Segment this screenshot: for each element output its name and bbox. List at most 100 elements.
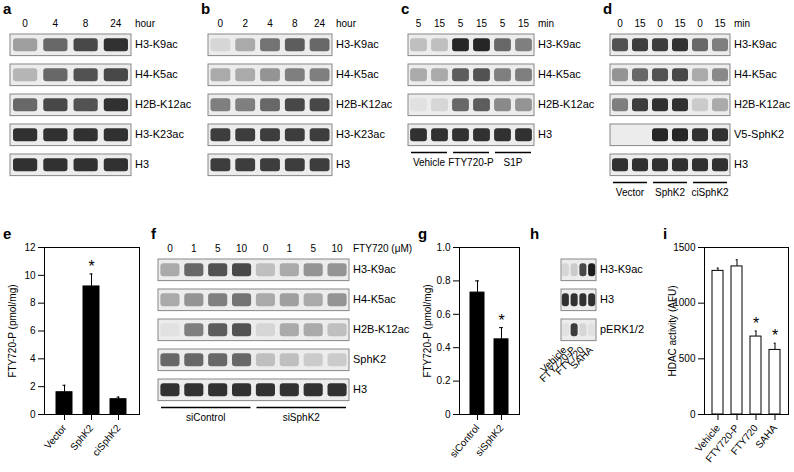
svg-text:0: 0 <box>690 409 696 420</box>
svg-text:0: 0 <box>657 18 663 29</box>
svg-text:V5-SphK2: V5-SphK2 <box>734 128 784 140</box>
svg-text:0: 0 <box>617 18 623 29</box>
svg-text:min: min <box>538 18 554 29</box>
svg-text:1.0: 1.0 <box>437 242 451 253</box>
svg-text:f: f <box>151 225 157 242</box>
svg-text:Vehicle: Vehicle <box>413 157 446 168</box>
svg-text:4: 4 <box>53 18 59 29</box>
svg-text:*: * <box>498 312 504 329</box>
svg-text:0: 0 <box>445 409 451 420</box>
svg-text:H3-K23ac: H3-K23ac <box>336 128 385 140</box>
svg-text:0: 0 <box>30 409 36 420</box>
svg-text:24: 24 <box>110 18 122 29</box>
svg-text:siSphK2: siSphK2 <box>283 412 321 423</box>
svg-text:hour: hour <box>336 18 357 29</box>
svg-text:ciSphK2: ciSphK2 <box>90 422 123 458</box>
svg-text:8: 8 <box>292 18 298 29</box>
svg-text:S1P: S1P <box>504 157 523 168</box>
svg-text:1: 1 <box>287 243 293 254</box>
svg-text:0: 0 <box>218 18 224 29</box>
svg-text:H3: H3 <box>336 158 350 170</box>
svg-text:*: * <box>88 258 94 275</box>
svg-text:500: 500 <box>679 353 696 364</box>
svg-text:H3-K23ac: H3-K23ac <box>135 128 184 140</box>
svg-text:HDAC activity (AFU): HDAC activity (AFU) <box>667 285 678 376</box>
svg-text:H3-K9ac: H3-K9ac <box>336 38 379 50</box>
svg-text:hour: hour <box>135 18 156 29</box>
svg-text:4: 4 <box>30 353 36 364</box>
svg-text:0.8: 0.8 <box>437 275 451 286</box>
svg-text:5: 5 <box>215 243 221 254</box>
svg-text:H3-K9ac: H3-K9ac <box>734 38 777 50</box>
svg-text:H2B-K12ac: H2B-K12ac <box>336 98 393 110</box>
svg-text:d: d <box>603 0 612 17</box>
svg-text:H3-K9ac: H3-K9ac <box>135 38 178 50</box>
svg-text:24: 24 <box>314 18 326 29</box>
svg-text:10: 10 <box>332 243 344 254</box>
svg-text:0: 0 <box>263 243 269 254</box>
svg-text:2: 2 <box>242 18 248 29</box>
svg-text:5: 5 <box>458 18 464 29</box>
svg-text:FTY720-P (pmol/mg): FTY720-P (pmol/mg) <box>7 284 18 377</box>
svg-text:*: * <box>772 327 778 344</box>
svg-text:c: c <box>401 0 409 17</box>
svg-text:H4-K5ac: H4-K5ac <box>135 68 178 80</box>
svg-text:H3: H3 <box>538 128 552 140</box>
svg-text:H4-K5ac: H4-K5ac <box>336 68 379 80</box>
svg-text:0.2: 0.2 <box>437 375 451 386</box>
svg-text:siSphK2: siSphK2 <box>473 422 506 458</box>
svg-text:SAHA: SAHA <box>753 422 779 450</box>
svg-text:H3: H3 <box>734 158 748 170</box>
svg-text:12: 12 <box>24 242 36 253</box>
svg-text:15: 15 <box>434 18 446 29</box>
svg-text:h: h <box>530 225 539 242</box>
svg-text:H2B-K12ac: H2B-K12ac <box>135 98 192 110</box>
svg-text:0: 0 <box>22 18 28 29</box>
svg-text:FTY720-P (pmol/mg): FTY720-P (pmol/mg) <box>422 284 433 377</box>
svg-text:5: 5 <box>416 18 422 29</box>
svg-text:ciSphK2: ciSphK2 <box>691 187 729 198</box>
svg-text:FTY720-P: FTY720-P <box>448 157 494 168</box>
svg-text:*: * <box>753 315 759 332</box>
svg-text:0.4: 0.4 <box>437 342 451 353</box>
svg-text:5: 5 <box>500 18 506 29</box>
svg-text:H3: H3 <box>135 158 149 170</box>
svg-text:15: 15 <box>476 18 488 29</box>
svg-text:min: min <box>734 18 750 29</box>
svg-text:15: 15 <box>714 18 726 29</box>
svg-text:0.6: 0.6 <box>437 309 451 320</box>
svg-text:8: 8 <box>83 18 89 29</box>
svg-text:6: 6 <box>30 325 36 336</box>
svg-text:H4-K5ac: H4-K5ac <box>538 68 581 80</box>
svg-text:H4-K5ac: H4-K5ac <box>353 293 396 305</box>
svg-text:H3: H3 <box>600 293 614 305</box>
svg-text:0: 0 <box>697 18 703 29</box>
svg-text:Vector: Vector <box>42 422 69 451</box>
svg-text:H2B-K12ac: H2B-K12ac <box>734 98 791 110</box>
svg-text:2: 2 <box>30 381 36 392</box>
svg-text:H3-K9ac: H3-K9ac <box>600 263 643 275</box>
svg-text:H4-K5ac: H4-K5ac <box>734 68 777 80</box>
svg-text:4: 4 <box>267 18 273 29</box>
svg-text:1500: 1500 <box>673 242 696 253</box>
svg-text:b: b <box>201 0 210 17</box>
svg-text:5: 5 <box>310 243 316 254</box>
svg-text:FTY720 (μM): FTY720 (μM) <box>353 243 412 254</box>
svg-text:H2B-K12ac: H2B-K12ac <box>353 323 410 335</box>
svg-text:H3-K9ac: H3-K9ac <box>538 38 581 50</box>
svg-text:pERK1/2: pERK1/2 <box>600 323 644 335</box>
svg-text:Vector: Vector <box>616 187 645 198</box>
svg-text:siControl: siControl <box>186 412 225 423</box>
svg-text:0: 0 <box>167 243 173 254</box>
svg-text:10: 10 <box>236 243 248 254</box>
svg-text:SAHA: SAHA <box>568 344 595 371</box>
svg-text:10: 10 <box>24 270 36 281</box>
svg-text:H3-K9ac: H3-K9ac <box>353 263 396 275</box>
svg-text:SphK2: SphK2 <box>353 353 386 365</box>
svg-text:H2B-K12ac: H2B-K12ac <box>538 98 595 110</box>
svg-text:a: a <box>3 0 12 17</box>
svg-text:15: 15 <box>518 18 530 29</box>
svg-text:1: 1 <box>191 243 197 254</box>
svg-text:SphK2: SphK2 <box>655 187 685 198</box>
svg-text:15: 15 <box>634 18 646 29</box>
